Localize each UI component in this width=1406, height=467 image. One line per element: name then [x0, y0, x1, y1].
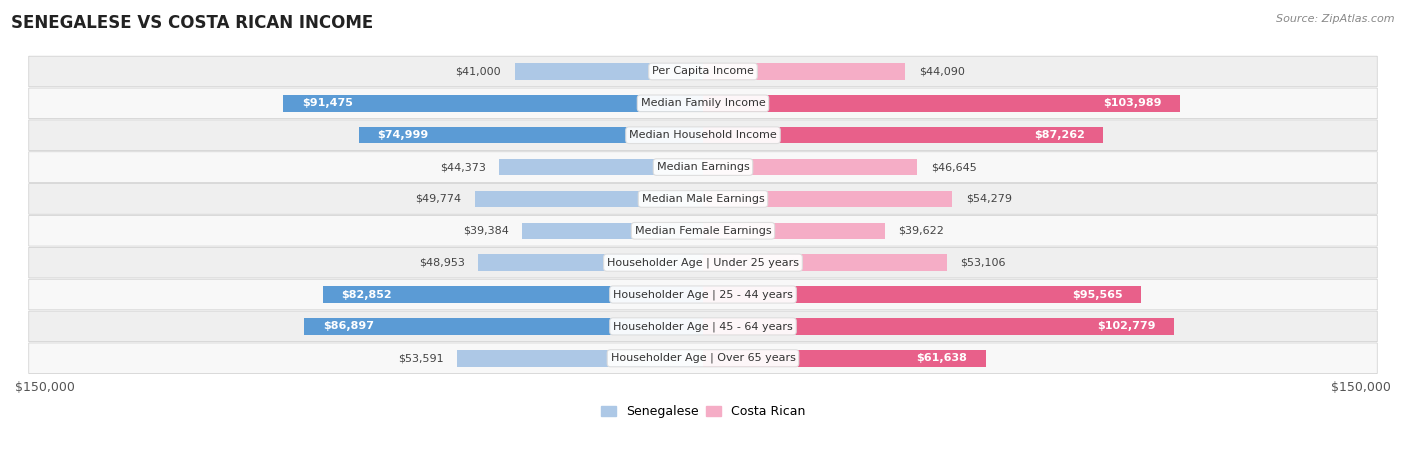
Text: $82,852: $82,852	[342, 290, 392, 299]
Text: Median Female Earnings: Median Female Earnings	[634, 226, 772, 236]
Text: $91,475: $91,475	[302, 99, 353, 108]
Bar	[703, 286, 1142, 303]
Bar	[305, 318, 703, 335]
Bar	[523, 222, 703, 239]
Text: $39,622: $39,622	[898, 226, 945, 236]
Text: $41,000: $41,000	[456, 66, 501, 77]
Text: $44,373: $44,373	[440, 162, 485, 172]
Text: $74,999: $74,999	[377, 130, 429, 140]
Text: Source: ZipAtlas.com: Source: ZipAtlas.com	[1277, 14, 1395, 24]
FancyBboxPatch shape	[28, 184, 1378, 214]
Text: $150,000: $150,000	[15, 381, 75, 394]
FancyBboxPatch shape	[28, 152, 1378, 182]
Bar	[323, 286, 703, 303]
FancyBboxPatch shape	[28, 311, 1378, 342]
Text: Per Capita Income: Per Capita Income	[652, 66, 754, 77]
Text: Median Male Earnings: Median Male Earnings	[641, 194, 765, 204]
Text: Householder Age | Under 25 years: Householder Age | Under 25 years	[607, 257, 799, 268]
Text: SENEGALESE VS COSTA RICAN INCOME: SENEGALESE VS COSTA RICAN INCOME	[11, 14, 374, 32]
Text: $44,090: $44,090	[920, 66, 965, 77]
Bar	[475, 191, 703, 207]
Text: $102,779: $102,779	[1098, 321, 1156, 332]
Bar	[703, 63, 905, 80]
Text: Median Earnings: Median Earnings	[657, 162, 749, 172]
Bar	[703, 255, 946, 271]
Bar	[703, 222, 884, 239]
Bar	[703, 159, 917, 175]
Bar	[457, 350, 703, 367]
Bar	[515, 63, 703, 80]
Bar	[359, 127, 703, 143]
FancyBboxPatch shape	[28, 279, 1378, 310]
Text: $39,384: $39,384	[463, 226, 509, 236]
Text: $53,591: $53,591	[398, 353, 443, 363]
Text: $49,774: $49,774	[415, 194, 461, 204]
Legend: Senegalese, Costa Rican: Senegalese, Costa Rican	[596, 400, 810, 423]
FancyBboxPatch shape	[28, 343, 1378, 374]
Text: $53,106: $53,106	[960, 258, 1005, 268]
FancyBboxPatch shape	[28, 120, 1378, 150]
Text: $61,638: $61,638	[917, 353, 967, 363]
Text: $103,989: $103,989	[1104, 99, 1161, 108]
Text: $150,000: $150,000	[1331, 381, 1391, 394]
Text: $87,262: $87,262	[1033, 130, 1085, 140]
Bar	[478, 255, 703, 271]
FancyBboxPatch shape	[28, 56, 1378, 87]
FancyBboxPatch shape	[28, 88, 1378, 119]
Bar	[284, 95, 703, 112]
Bar	[703, 191, 952, 207]
Bar	[703, 350, 986, 367]
Bar	[703, 318, 1174, 335]
Text: $46,645: $46,645	[931, 162, 976, 172]
Text: Householder Age | Over 65 years: Householder Age | Over 65 years	[610, 353, 796, 363]
Bar	[499, 159, 703, 175]
Text: $48,953: $48,953	[419, 258, 465, 268]
Text: $86,897: $86,897	[323, 321, 374, 332]
Text: $95,565: $95,565	[1073, 290, 1123, 299]
FancyBboxPatch shape	[28, 215, 1378, 246]
Text: Median Household Income: Median Household Income	[628, 130, 778, 140]
Text: Householder Age | 25 - 44 years: Householder Age | 25 - 44 years	[613, 289, 793, 300]
Text: $54,279: $54,279	[966, 194, 1012, 204]
FancyBboxPatch shape	[28, 248, 1378, 278]
Text: Householder Age | 45 - 64 years: Householder Age | 45 - 64 years	[613, 321, 793, 332]
Bar	[703, 95, 1180, 112]
Bar	[703, 127, 1104, 143]
Text: Median Family Income: Median Family Income	[641, 99, 765, 108]
